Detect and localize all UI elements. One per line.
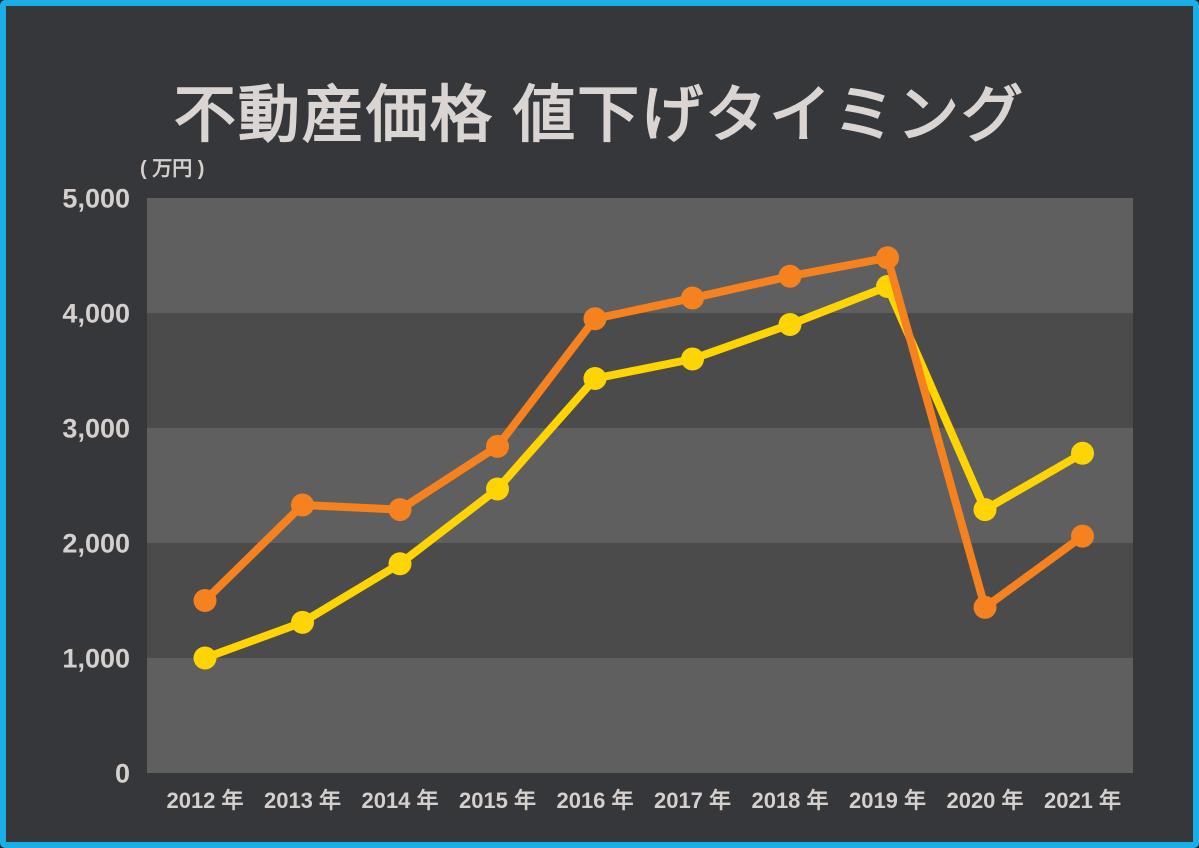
data-point-yellow-line xyxy=(1071,441,1094,465)
x-tick-label: 2016 年 xyxy=(556,788,633,813)
x-tick-label: 2015 年 xyxy=(459,788,536,813)
data-point-yellow-line xyxy=(681,347,704,371)
plot-band xyxy=(147,198,1133,313)
data-point-orange-line xyxy=(973,595,997,619)
x-tick-label: 2021 年 xyxy=(1044,788,1121,813)
data-point-yellow-line xyxy=(973,498,997,522)
series-orange-line xyxy=(201,253,1087,612)
y-tick-label: 2,000 xyxy=(62,529,130,559)
plot-band xyxy=(147,658,1133,773)
y-tick-label: 1,000 xyxy=(62,644,130,674)
data-point-orange-line xyxy=(1071,524,1094,548)
x-tick-label: 2017 年 xyxy=(654,788,731,813)
data-point-yellow-line xyxy=(778,313,802,336)
data-point-orange-line xyxy=(681,286,704,310)
y-tick-label: 5,000 xyxy=(62,184,130,214)
data-point-orange-line xyxy=(193,589,217,612)
series-yellow-line xyxy=(201,282,1087,662)
data-point-yellow-line xyxy=(193,646,217,670)
data-point-orange-line xyxy=(876,246,899,270)
data-point-yellow-line xyxy=(388,552,412,576)
x-tick-label: 2019 年 xyxy=(849,788,926,813)
y-tick-label: 0 xyxy=(115,759,130,789)
x-tick-label: 2012 年 xyxy=(166,788,243,813)
data-point-orange-line xyxy=(778,264,802,288)
data-point-yellow-line xyxy=(291,610,314,634)
chart-title: 不動産価格 値下げタイミング xyxy=(173,81,1026,150)
data-point-orange-line xyxy=(388,498,412,522)
price-line-chart: 0 1,000 2,000 3,000 4,000 5,000 2012 年 2013 年 20… xyxy=(62,184,1133,813)
x-tick-label: 2020 年 xyxy=(946,788,1023,813)
y-axis-unit-label: ( 万円 ) xyxy=(140,158,205,180)
plot-band xyxy=(147,428,1133,543)
y-tick-label: 3,000 xyxy=(62,414,130,444)
data-point-orange-line xyxy=(291,493,314,517)
x-tick-label: 2014 年 xyxy=(361,788,438,813)
data-point-orange-line xyxy=(486,434,509,458)
y-tick-label: 4,000 xyxy=(62,299,130,329)
data-point-orange-line xyxy=(583,307,607,331)
x-tick-label: 2018 年 xyxy=(751,788,828,813)
data-point-yellow-line xyxy=(583,367,607,391)
data-point-yellow-line xyxy=(486,477,509,501)
x-tick-label: 2013 年 xyxy=(264,788,341,813)
